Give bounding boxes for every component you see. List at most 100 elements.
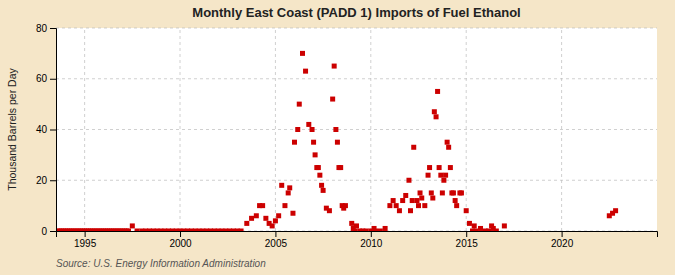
- point: [408, 208, 413, 213]
- point: [432, 109, 437, 114]
- x-grid-line: [180, 28, 181, 231]
- point: [300, 51, 305, 56]
- point: [364, 229, 369, 232]
- point: [303, 69, 308, 74]
- point: [451, 190, 456, 195]
- point: [391, 198, 396, 203]
- y-axis-tick-label: 20: [36, 175, 48, 186]
- point: [410, 198, 415, 203]
- point: [387, 203, 392, 208]
- point: [446, 145, 451, 150]
- point: [282, 203, 287, 208]
- y-axis-tick: 20: [36, 175, 56, 186]
- point: [349, 221, 354, 226]
- point: [394, 203, 399, 208]
- point: [422, 203, 427, 208]
- y-axis-tick: 0: [41, 226, 56, 237]
- x-axis-tick-label: 1995: [74, 238, 97, 249]
- point: [443, 173, 448, 178]
- point: [135, 229, 140, 232]
- point: [435, 89, 440, 94]
- point: [613, 208, 618, 213]
- point: [270, 223, 275, 228]
- point: [287, 185, 292, 190]
- point: [400, 198, 405, 203]
- point: [373, 229, 378, 232]
- x-axis-tick: 1995: [74, 231, 97, 249]
- y-axis-line: [50, 29, 57, 232]
- x-axis-tick-mark: [562, 231, 563, 237]
- x-axis-tick-label: 2005: [265, 238, 288, 249]
- point: [464, 208, 469, 213]
- y-axis-tick-mark: [50, 180, 56, 181]
- x-axis-tick-mark: [466, 231, 467, 237]
- point: [486, 229, 491, 232]
- point: [260, 203, 265, 208]
- x-axis-tick-label: 2010: [360, 238, 383, 249]
- point: [335, 140, 340, 145]
- point: [414, 198, 419, 203]
- x-grid-line: [275, 28, 276, 231]
- x-axis-tick-label: 2015: [456, 238, 479, 249]
- point: [313, 152, 318, 157]
- point: [306, 122, 311, 127]
- point: [327, 208, 332, 213]
- y-axis-tick-mark: [50, 231, 56, 232]
- point: [338, 165, 343, 170]
- y-axis-tick-label: 80: [36, 23, 48, 34]
- y-axis-tick-label: 40: [36, 124, 48, 135]
- point: [437, 165, 442, 170]
- x-axis-tick: 2010: [360, 231, 383, 249]
- point: [459, 190, 464, 195]
- point: [263, 216, 268, 221]
- point: [295, 127, 300, 132]
- point: [321, 188, 326, 193]
- y-grid-line: [56, 129, 657, 130]
- point: [416, 203, 421, 208]
- y-axis-tick-mark: [50, 79, 56, 80]
- point: [319, 183, 324, 188]
- x-axis-line: [57, 232, 658, 238]
- point: [332, 64, 337, 69]
- point: [297, 102, 302, 107]
- point: [354, 223, 359, 228]
- point: [426, 173, 431, 178]
- x-axis-tick-mark: [85, 231, 86, 237]
- points: [56, 51, 618, 231]
- point: [333, 127, 338, 132]
- y-axis-tick-mark: [50, 130, 56, 131]
- point: [311, 140, 316, 145]
- x-axis-tick-label: 2000: [169, 238, 192, 249]
- y-axis-title: Thousand Barrels per Day: [6, 67, 18, 190]
- chart: 199520002005201020152020020406080Monthly…: [0, 0, 675, 275]
- point: [126, 229, 131, 232]
- point: [330, 97, 335, 102]
- point: [494, 229, 499, 232]
- point: [418, 190, 423, 195]
- title: Monthly East Coast (PADD 1) Imports of F…: [192, 5, 520, 20]
- point: [292, 140, 297, 145]
- x-axis-tick: 2020: [551, 231, 574, 249]
- point: [397, 208, 402, 213]
- background: [0, 0, 675, 275]
- x-axis-tick-mark: [275, 231, 276, 237]
- y-axis-tick-mark: [50, 28, 56, 29]
- point: [383, 226, 388, 231]
- point: [430, 196, 435, 201]
- point: [467, 221, 472, 226]
- point: [502, 223, 507, 228]
- x-axis-tick-mark: [371, 231, 372, 237]
- point: [440, 190, 445, 195]
- point: [239, 229, 244, 232]
- point: [406, 178, 411, 183]
- x-axis-tick: 2000: [169, 231, 192, 249]
- point: [434, 114, 439, 119]
- point: [279, 183, 284, 188]
- point: [317, 173, 322, 178]
- point: [286, 190, 291, 195]
- y-axis-tick: 40: [36, 124, 56, 135]
- x-grid-line: [84, 28, 85, 231]
- plot-background: [56, 28, 657, 231]
- point: [438, 173, 443, 178]
- point: [478, 226, 483, 231]
